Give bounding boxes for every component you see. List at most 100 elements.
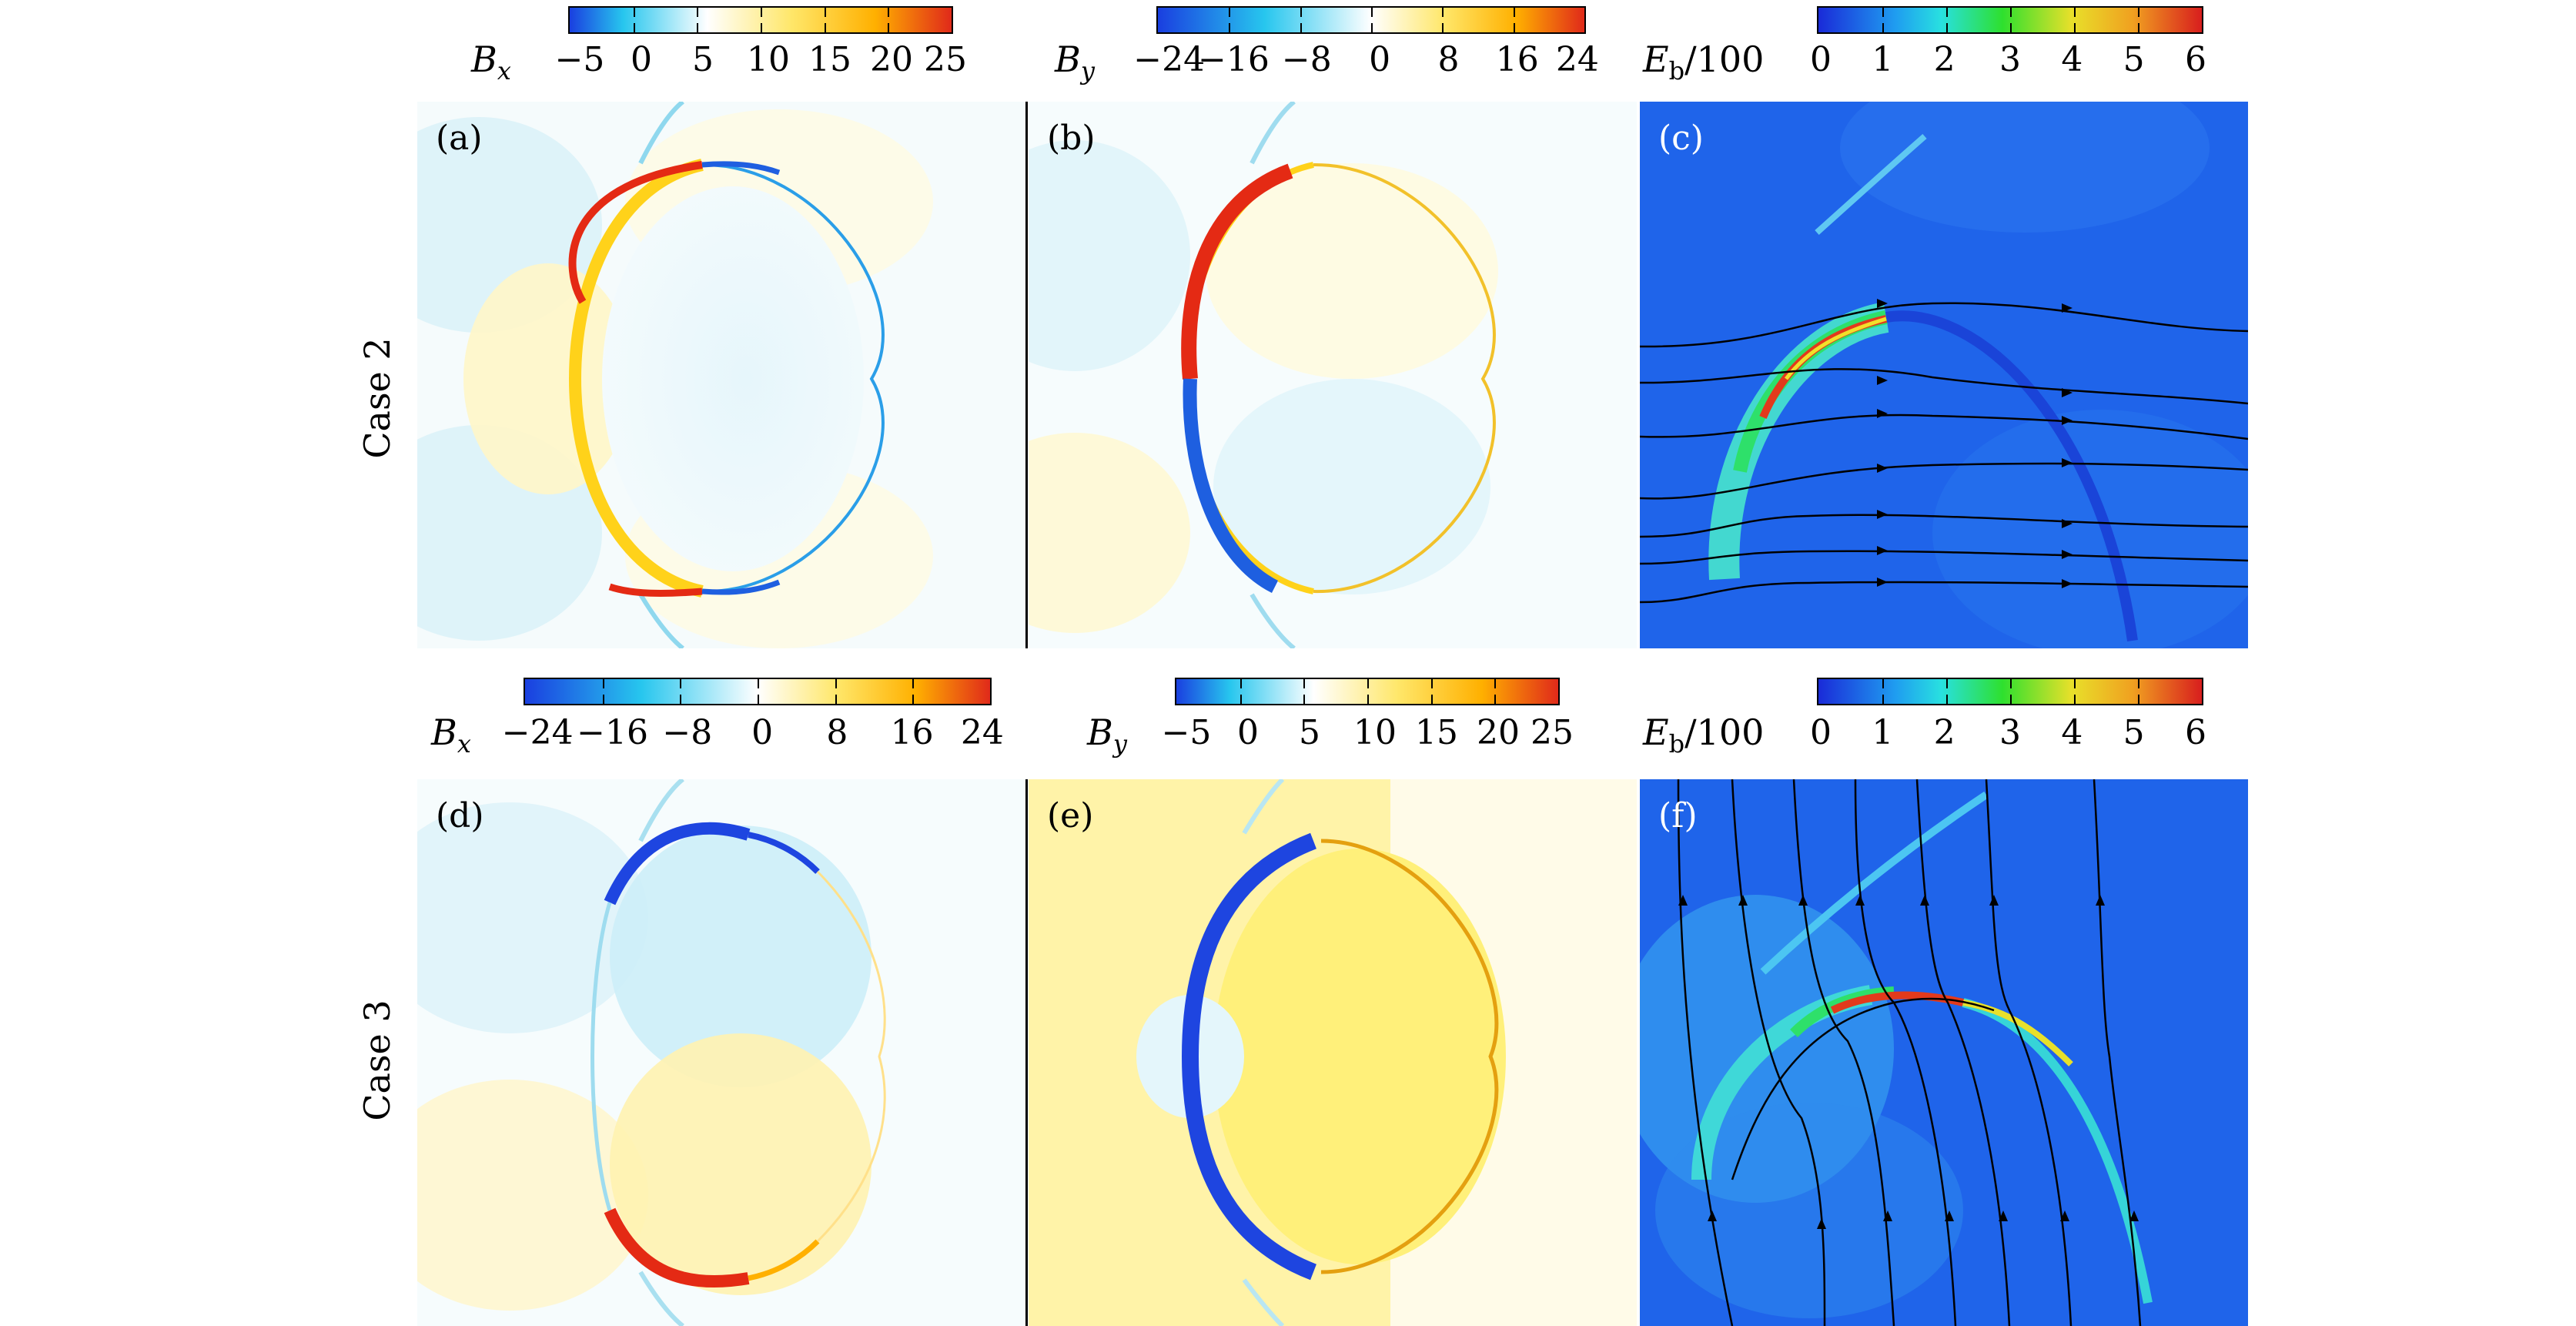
colorbar-title-d: Bx xyxy=(431,712,471,759)
colorbar-tick-mark xyxy=(824,8,826,17)
tick-label: 3 xyxy=(1999,40,2021,79)
colorbar-tick-mark xyxy=(2074,679,2076,688)
colorbar-tick-mark xyxy=(835,679,837,688)
tick-label: 20 xyxy=(870,40,913,79)
panel-label-f: (f) xyxy=(1658,796,1698,835)
tick-label: −24 xyxy=(501,713,574,752)
colorbar-tick-mark xyxy=(1430,679,1433,688)
colorbar-ticks-d: −24 −16 −8 0 8 16 24 xyxy=(502,713,1004,752)
tick-label: 0 xyxy=(1810,713,1832,752)
tick-label: −8 xyxy=(1281,40,1332,79)
colorbar-tick-mark xyxy=(2010,679,2012,688)
colorbar-tick-mark xyxy=(1300,8,1302,17)
row-label-case-3: Case 3 xyxy=(356,1000,398,1121)
colorbar-tick-mark xyxy=(680,695,682,704)
panel-label-d: (d) xyxy=(436,796,484,835)
tick-label: 8 xyxy=(826,713,848,752)
colorbar-tick-mark xyxy=(2010,23,2012,32)
colorbar-tick-mark xyxy=(1442,8,1444,17)
tick-label: 1 xyxy=(1872,40,1894,79)
tick-label: 2 xyxy=(1933,713,1955,752)
colorbar-tick-mark xyxy=(1367,695,1369,704)
colorbar-ticks-a: −5 0 5 10 15 20 25 xyxy=(555,40,967,79)
colorbar-tick-mark xyxy=(2010,8,2012,17)
tick-label: 25 xyxy=(924,40,967,79)
row-label-case-2: Case 2 xyxy=(356,337,398,459)
colorbar-tick-mark xyxy=(697,8,699,17)
tick-label: −24 xyxy=(1133,40,1206,79)
colorbar-tick-mark xyxy=(1303,695,1306,704)
colorbar-tick-mark xyxy=(602,695,604,704)
tick-label: 6 xyxy=(2184,40,2206,79)
tick-label: −5 xyxy=(1161,713,1212,752)
colorbar-tick-mark xyxy=(1239,695,1242,704)
tick-label: 5 xyxy=(2123,713,2145,752)
colorbar-tick-mark xyxy=(1229,8,1231,17)
colorbar-tick-mark xyxy=(2074,23,2076,32)
tick-label: 20 xyxy=(1477,713,1520,752)
panel-label-a: (a) xyxy=(436,119,483,158)
colorbar-tick-mark xyxy=(1882,23,1884,32)
colorbar-tick-mark xyxy=(697,23,699,32)
colorbar-tick-mark xyxy=(2138,679,2139,688)
colorbar-tick-mark xyxy=(1229,23,1231,32)
colorbar-tick-mark xyxy=(633,23,635,32)
colorbar-tick-mark xyxy=(888,8,890,17)
colorbar-tick-mark xyxy=(602,679,604,688)
colorbar-gradient-a xyxy=(568,6,953,34)
colorbar-tick-mark xyxy=(1882,695,1884,704)
panel-d: (d) xyxy=(417,779,1025,1326)
colorbar-tick-mark xyxy=(1430,695,1433,704)
colorbar-tick-mark xyxy=(1882,8,1884,17)
panel-divider xyxy=(1025,102,1028,648)
tick-label: 24 xyxy=(1555,40,1599,79)
colorbar-ticks-e: −5 0 5 10 15 20 25 xyxy=(1162,713,1574,752)
panel-label-b: (b) xyxy=(1047,119,1096,158)
tick-label: 1 xyxy=(1872,713,1894,752)
colorbar-tick-mark xyxy=(758,695,759,704)
colorbar-tick-mark xyxy=(1300,23,1302,32)
colorbar-tick-mark xyxy=(2074,695,2076,704)
colorbar-ticks-b: −24 −16 −8 0 8 16 24 xyxy=(1133,40,1599,79)
colorbar-tick-mark xyxy=(2138,8,2139,17)
colorbar-tick-mark xyxy=(2138,695,2139,704)
colorbar-tick-mark xyxy=(1946,679,1948,688)
colorbar-gradient-c xyxy=(1817,6,2203,34)
colorbar-tick-mark xyxy=(1513,8,1515,17)
tick-label: 16 xyxy=(1495,40,1539,79)
tick-label: 10 xyxy=(747,40,790,79)
colorbar-tick-mark xyxy=(2010,695,2012,704)
colorbar-tick-mark xyxy=(633,8,635,17)
tick-label: 4 xyxy=(2061,40,2083,79)
tick-label: 0 xyxy=(1810,40,1832,79)
tick-label: 24 xyxy=(960,713,1004,752)
tick-label: 15 xyxy=(808,40,851,79)
tick-label: −8 xyxy=(662,713,713,752)
colorbar-tick-mark xyxy=(680,679,682,688)
tick-label: 5 xyxy=(692,40,714,79)
colorbar-title-b: By xyxy=(1055,39,1095,86)
panel-divider xyxy=(1025,779,1028,1326)
tick-label: 6 xyxy=(2184,713,2206,752)
colorbar-title-f: Eb/100 xyxy=(1643,712,1765,759)
colorbar-tick-mark xyxy=(1303,679,1306,688)
colorbar-tick-mark xyxy=(1367,679,1369,688)
tick-label: 0 xyxy=(751,713,774,752)
colorbar-title-a: Bx xyxy=(471,39,511,86)
tick-label: 8 xyxy=(1437,40,1460,79)
tick-label: 0 xyxy=(631,40,652,79)
colorbar-title-c: Eb/100 xyxy=(1643,39,1765,86)
colorbar-tick-mark xyxy=(1946,8,1948,17)
tick-label: 16 xyxy=(890,713,934,752)
colorbar-title-e: By xyxy=(1087,712,1127,759)
tick-label: 2 xyxy=(1933,40,1955,79)
tick-label: 0 xyxy=(1237,713,1259,752)
colorbar-tick-mark xyxy=(1494,679,1497,688)
tick-label: 5 xyxy=(2123,40,2145,79)
colorbar-tick-mark xyxy=(758,679,759,688)
colorbar-tick-mark xyxy=(888,23,890,32)
tick-label: 25 xyxy=(1531,713,1574,752)
colorbar-tick-mark xyxy=(912,695,915,704)
tick-label: 15 xyxy=(1415,713,1458,752)
colorbar-tick-mark xyxy=(2138,23,2139,32)
